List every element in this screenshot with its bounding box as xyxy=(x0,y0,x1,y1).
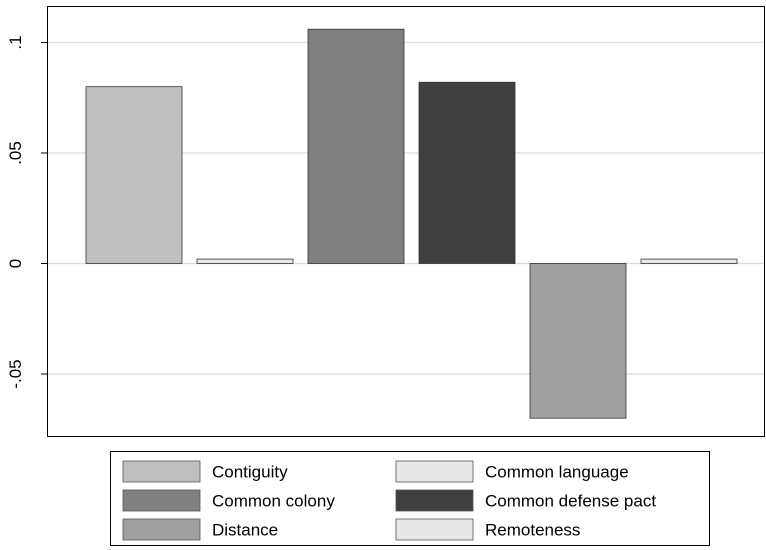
y-axis: -.05 0 .05 .1 xyxy=(6,35,47,389)
legend-swatch-common-defense-pact xyxy=(395,489,474,512)
y-tick-label: .05 xyxy=(6,141,25,165)
legend-swatch-remoteness xyxy=(395,518,474,541)
legend-swatch-contiguity xyxy=(122,460,201,483)
y-tick-label: -.05 xyxy=(6,359,25,388)
legend-label-distance: Distance xyxy=(212,521,278,540)
y-tick-label: 0 xyxy=(6,259,25,268)
plot-area-frame xyxy=(47,6,765,437)
legend-label-remoteness: Remoteness xyxy=(485,521,580,540)
bar-contiguity xyxy=(85,86,183,264)
legend-swatch-common-colony xyxy=(122,489,201,512)
bar-common-language xyxy=(196,258,294,264)
legend-label-contiguity: Contiguity xyxy=(212,463,288,482)
legend-swatch-common-language xyxy=(395,460,474,483)
bar-distance xyxy=(529,263,627,419)
bar-common-defense-pact xyxy=(418,81,516,264)
bar-common-colony xyxy=(307,28,405,264)
legend-swatch-distance xyxy=(122,518,201,541)
legend-label-common-defense-pact: Common defense pact xyxy=(485,492,656,511)
legend-label-common-language: Common language xyxy=(485,463,629,482)
legend: Contiguity Common language Common colony Co… xyxy=(110,451,710,546)
legend-label-common-colony: Common colony xyxy=(212,492,335,511)
bars xyxy=(85,28,738,419)
y-tick-label: .1 xyxy=(6,35,25,49)
bar-remoteness xyxy=(640,258,738,264)
